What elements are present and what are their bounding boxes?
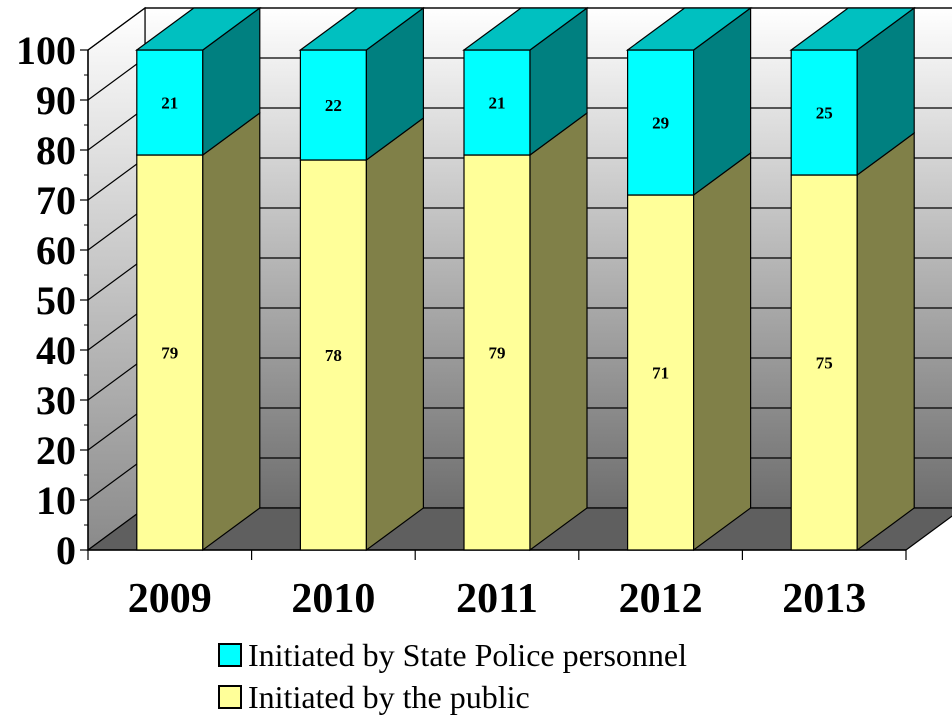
data-label: 79 xyxy=(161,344,178,363)
x-category-label: 2011 xyxy=(456,576,538,622)
legend-label-public: Initiated by the public xyxy=(248,678,530,715)
bar-segment: 79 xyxy=(136,111,261,552)
bar-side xyxy=(365,116,424,552)
legend-item-public: Initiated by the public xyxy=(218,676,687,718)
data-label: 22 xyxy=(325,96,342,115)
bar-top xyxy=(789,7,917,51)
legend-item-state-police: Initiated by State Police personnel xyxy=(218,634,687,676)
legend-swatch-state-police xyxy=(218,643,242,667)
y-tick-label: 30 xyxy=(36,378,76,423)
y-axis-tick-labels: 0 10 20 30 40 50 60 70 80 90 100 xyxy=(16,28,76,573)
data-label: 78 xyxy=(325,346,342,365)
bar-segment: 71 xyxy=(626,151,752,552)
y-tick-label: 40 xyxy=(36,328,76,373)
data-label: 21 xyxy=(489,94,506,113)
bar-segment: 22 xyxy=(298,6,426,162)
y-tick-label: 20 xyxy=(36,428,76,473)
x-category-label: 2010 xyxy=(291,576,375,622)
y-tick-label: 10 xyxy=(36,478,76,523)
bar-segment: 79 xyxy=(463,111,588,552)
x-axis-category-labels: 2009 2010 2011 2012 2013 xyxy=(128,576,866,622)
y-tick-label: 70 xyxy=(36,178,76,223)
legend-label-state-police: Initiated by State Police personnel xyxy=(248,636,687,673)
y-tick-label: 90 xyxy=(36,78,76,123)
data-label: 25 xyxy=(816,104,833,123)
bar-top xyxy=(298,7,426,51)
y-tick-label: 50 xyxy=(36,278,76,323)
data-label: 75 xyxy=(816,354,833,373)
bar-top xyxy=(134,7,262,51)
bar-segment: 21 xyxy=(134,6,262,157)
data-label: 21 xyxy=(161,94,178,113)
data-label: 29 xyxy=(652,114,669,133)
bar-side xyxy=(856,131,915,552)
y-tick-label: 60 xyxy=(36,228,76,273)
legend: Initiated by State Police personnel Init… xyxy=(218,634,687,718)
y-tick-label: 80 xyxy=(36,128,76,173)
y-tick-label: 100 xyxy=(16,28,76,73)
data-label: 71 xyxy=(652,364,669,383)
bar-top xyxy=(625,7,753,51)
bar-top xyxy=(462,7,589,51)
bar-side xyxy=(202,111,261,552)
bar-segment: 21 xyxy=(462,6,589,157)
y-tick-label: 0 xyxy=(56,528,76,573)
bars: 79 21 78 22 79 21 71 29 75 25 xyxy=(134,6,917,552)
bar-segment: 29 xyxy=(625,6,753,197)
legend-swatch-public xyxy=(218,685,242,709)
bar-segment: 78 xyxy=(299,116,424,552)
bar-segment: 75 xyxy=(790,131,915,552)
bar-side xyxy=(529,111,588,552)
x-category-label: 2012 xyxy=(619,576,703,622)
data-label: 79 xyxy=(489,344,506,363)
x-category-label: 2009 xyxy=(128,576,212,622)
bar-side xyxy=(692,151,752,552)
x-category-label: 2013 xyxy=(782,576,866,622)
bar-segment: 25 xyxy=(789,6,917,177)
